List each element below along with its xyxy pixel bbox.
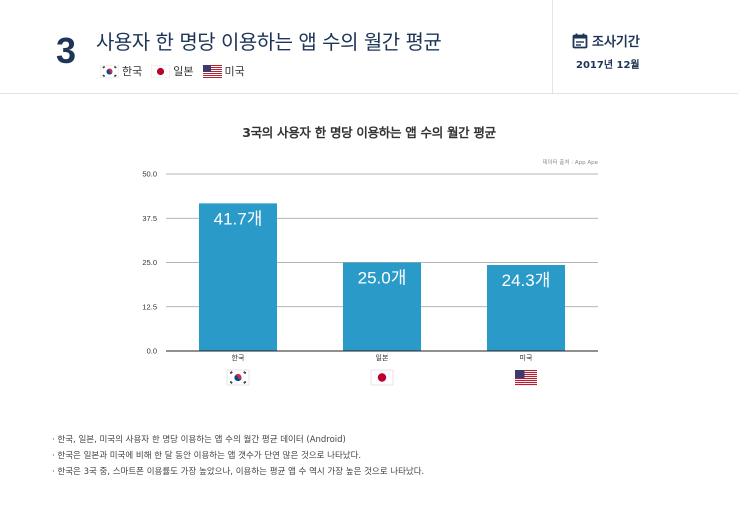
period-date: 2017년 12월 (576, 60, 640, 71)
header: 3 사용자 한 명당 이용하는 앱 수의 월간 평균 한국 일본 (0, 0, 738, 94)
country-legend: 한국 일본 미국 (100, 63, 245, 79)
bar-value-label: 41.7개 (214, 209, 263, 228)
legend-item-usa: 미국 (202, 63, 245, 79)
chart-title: 3국의 사용자 한 명당 이용하는 앱 수의 월간 평균 (242, 125, 496, 140)
bar (487, 264, 565, 351)
data-source: 데이터 출처 : App Ape (542, 160, 598, 166)
x-category-label: 한국 (232, 354, 245, 362)
usa-flag-icon (515, 370, 537, 386)
x-category-label: 일본 (376, 353, 389, 362)
y-tick-label: 25.0 (142, 258, 157, 267)
period-label: 조사기간 (592, 35, 640, 50)
note-1: · 한국, 일본, 미국의 사용자 한 명당 이용하는 앱 수의 월간 평균 데… (52, 435, 346, 445)
note-3: · 한국은 3국 중, 스마트폰 이용률도 가장 높았으나, 이용하는 평균 앱… (52, 467, 425, 477)
legend-label-korea: 한국 (122, 65, 143, 78)
y-tick-label: 50.0 (142, 170, 157, 179)
notes: · 한국, 일본, 미국의 사용자 한 명당 이용하는 앱 수의 월간 평균 데… (52, 432, 424, 480)
usa-flag-icon (202, 64, 222, 78)
japan-flag-icon (370, 369, 394, 386)
y-tick-label: 37.5 (142, 214, 157, 223)
legend-item-korea: 한국 (100, 63, 142, 79)
bar-value-label: 24.3개 (502, 271, 551, 290)
korea-flag-icon (100, 64, 119, 78)
bar (343, 262, 421, 351)
header-divider (552, 0, 553, 94)
survey-period: 조사기간 (572, 31, 640, 50)
section-number: 3 (56, 30, 77, 71)
bar-value-label: 25.0개 (358, 269, 407, 288)
legend-label-japan: 일본 (173, 65, 194, 78)
x-category-label: 미국 (520, 353, 533, 362)
note-2: · 한국은 일본과 미국에 비해 한 달 동안 이용하는 앱 갯수가 단연 많은… (52, 451, 362, 461)
calendar-icon (572, 33, 588, 48)
page-title: 사용자 한 명당 이용하는 앱 수의 월간 평균 (96, 30, 442, 54)
japan-flag-icon (151, 64, 171, 78)
legend-item-japan: 일본 (151, 63, 194, 79)
y-tick-label: 0.0 (147, 347, 157, 356)
y-tick-label: 12.5 (142, 302, 157, 311)
legend-label-usa: 미국 (224, 65, 245, 78)
bar (199, 203, 277, 351)
korea-flag-icon (226, 369, 250, 386)
